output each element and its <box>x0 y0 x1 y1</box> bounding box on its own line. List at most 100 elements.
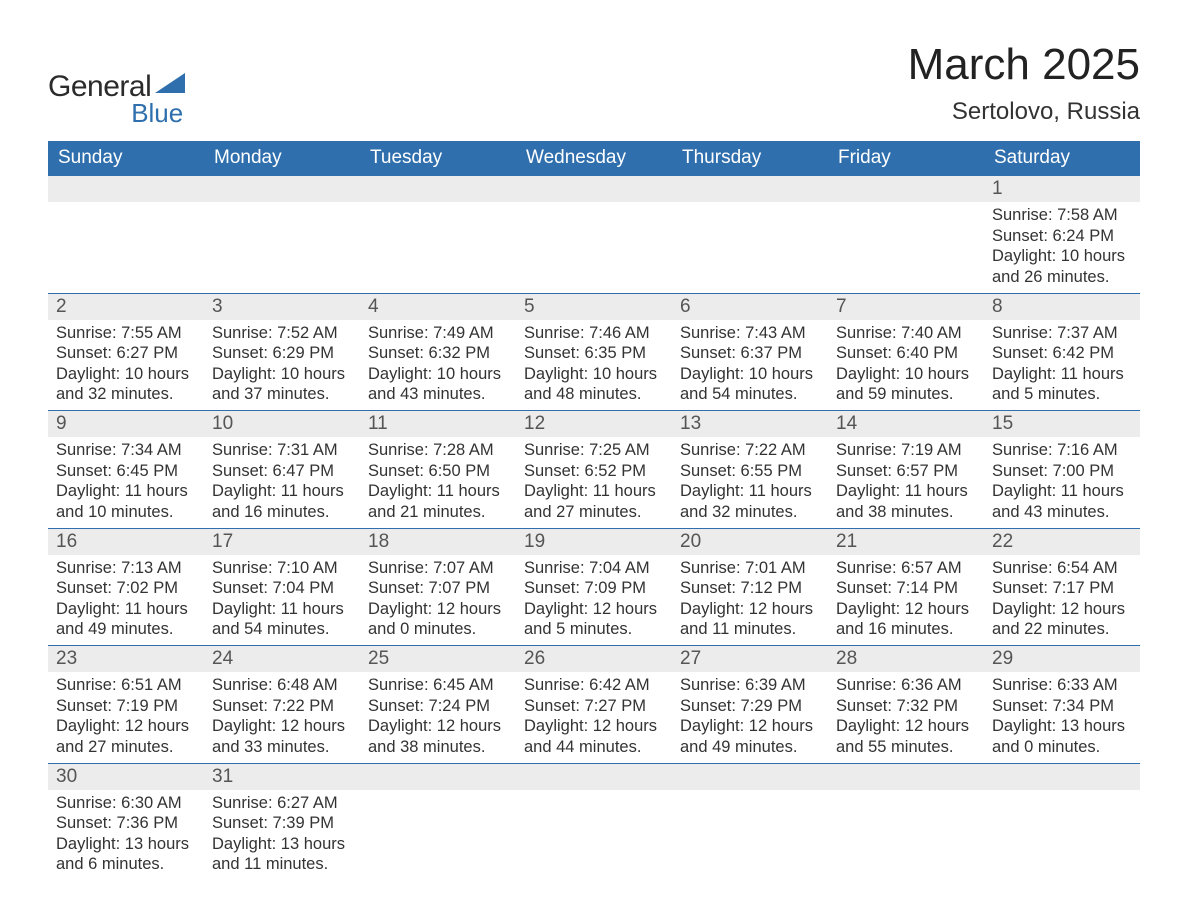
weekday-header: Thursday <box>672 141 828 176</box>
weekday-header: Tuesday <box>360 141 516 176</box>
sunset-line: Sunset: 7:36 PM <box>56 813 196 834</box>
weekday-header: Monday <box>204 141 360 176</box>
day-number-cell: 25 <box>360 646 516 673</box>
day-number-cell: 24 <box>204 646 360 673</box>
day-number-cell <box>48 176 204 203</box>
sunset-line: Sunset: 7:34 PM <box>992 696 1132 717</box>
daylight-line: Daylight: 12 hours and 11 minutes. <box>680 599 820 640</box>
day-detail-cell: Sunrise: 6:57 AMSunset: 7:14 PMDaylight:… <box>828 555 984 646</box>
weekday-header: Wednesday <box>516 141 672 176</box>
weekday-header: Friday <box>828 141 984 176</box>
daylight-line: Daylight: 11 hours and 27 minutes. <box>524 481 664 522</box>
day-number-cell <box>516 763 672 790</box>
daylight-line: Daylight: 11 hours and 5 minutes. <box>992 364 1132 405</box>
daylight-line: Daylight: 11 hours and 16 minutes. <box>212 481 352 522</box>
day-number-cell <box>360 176 516 203</box>
daylight-line: Daylight: 12 hours and 38 minutes. <box>368 716 508 757</box>
day-detail-cell: Sunrise: 7:37 AMSunset: 6:42 PMDaylight:… <box>984 320 1140 411</box>
day-number-cell: 3 <box>204 293 360 320</box>
daylight-line: Daylight: 10 hours and 37 minutes. <box>212 364 352 405</box>
daylight-line: Daylight: 12 hours and 5 minutes. <box>524 599 664 640</box>
day-number-cell: 27 <box>672 646 828 673</box>
detail-row: Sunrise: 7:58 AMSunset: 6:24 PMDaylight:… <box>48 202 1140 293</box>
sunrise-line: Sunrise: 7:34 AM <box>56 440 196 461</box>
sunset-line: Sunset: 6:37 PM <box>680 343 820 364</box>
daylight-line: Daylight: 11 hours and 32 minutes. <box>680 481 820 522</box>
sunset-line: Sunset: 7:27 PM <box>524 696 664 717</box>
sunset-line: Sunset: 7:00 PM <box>992 461 1132 482</box>
daylight-line: Daylight: 13 hours and 6 minutes. <box>56 834 196 875</box>
sunrise-line: Sunrise: 7:49 AM <box>368 323 508 344</box>
sunrise-line: Sunrise: 7:46 AM <box>524 323 664 344</box>
day-detail-cell: Sunrise: 6:39 AMSunset: 7:29 PMDaylight:… <box>672 672 828 763</box>
sunrise-line: Sunrise: 7:04 AM <box>524 558 664 579</box>
daylight-line: Daylight: 13 hours and 11 minutes. <box>212 834 352 875</box>
location-subtitle: Sertolovo, Russia <box>908 98 1140 126</box>
logo: General Blue <box>48 70 185 129</box>
sunset-line: Sunset: 7:17 PM <box>992 578 1132 599</box>
day-number-cell: 10 <box>204 411 360 438</box>
day-detail-cell: Sunrise: 7:04 AMSunset: 7:09 PMDaylight:… <box>516 555 672 646</box>
day-detail-cell <box>516 202 672 293</box>
sunrise-line: Sunrise: 6:33 AM <box>992 675 1132 696</box>
daynum-row: 9101112131415 <box>48 411 1140 438</box>
day-number-cell: 23 <box>48 646 204 673</box>
daylight-line: Daylight: 10 hours and 59 minutes. <box>836 364 976 405</box>
detail-row: Sunrise: 7:34 AMSunset: 6:45 PMDaylight:… <box>48 437 1140 528</box>
sunrise-line: Sunrise: 6:57 AM <box>836 558 976 579</box>
daylight-line: Daylight: 12 hours and 33 minutes. <box>212 716 352 757</box>
sunset-line: Sunset: 7:14 PM <box>836 578 976 599</box>
day-number-cell: 4 <box>360 293 516 320</box>
day-detail-cell <box>984 790 1140 881</box>
header-region: General Blue March 2025 Sertolovo, Russi… <box>48 40 1140 129</box>
sunrise-line: Sunrise: 6:27 AM <box>212 793 352 814</box>
daylight-line: Daylight: 12 hours and 22 minutes. <box>992 599 1132 640</box>
day-number-cell: 17 <box>204 528 360 555</box>
day-detail-cell: Sunrise: 7:58 AMSunset: 6:24 PMDaylight:… <box>984 202 1140 293</box>
day-detail-cell: Sunrise: 7:34 AMSunset: 6:45 PMDaylight:… <box>48 437 204 528</box>
daylight-line: Daylight: 11 hours and 10 minutes. <box>56 481 196 522</box>
sunset-line: Sunset: 7:02 PM <box>56 578 196 599</box>
day-detail-cell: Sunrise: 7:43 AMSunset: 6:37 PMDaylight:… <box>672 320 828 411</box>
day-detail-cell <box>516 790 672 881</box>
day-detail-cell: Sunrise: 7:19 AMSunset: 6:57 PMDaylight:… <box>828 437 984 528</box>
sunset-line: Sunset: 6:24 PM <box>992 226 1132 247</box>
daylight-line: Daylight: 12 hours and 16 minutes. <box>836 599 976 640</box>
sunrise-line: Sunrise: 6:36 AM <box>836 675 976 696</box>
sunset-line: Sunset: 6:40 PM <box>836 343 976 364</box>
daylight-line: Daylight: 11 hours and 38 minutes. <box>836 481 976 522</box>
day-detail-cell <box>828 202 984 293</box>
detail-row: Sunrise: 7:13 AMSunset: 7:02 PMDaylight:… <box>48 555 1140 646</box>
sunset-line: Sunset: 6:35 PM <box>524 343 664 364</box>
sunset-line: Sunset: 7:19 PM <box>56 696 196 717</box>
sunrise-line: Sunrise: 6:42 AM <box>524 675 664 696</box>
daylight-line: Daylight: 10 hours and 54 minutes. <box>680 364 820 405</box>
day-number-cell: 22 <box>984 528 1140 555</box>
day-number-cell: 28 <box>828 646 984 673</box>
daylight-line: Daylight: 12 hours and 55 minutes. <box>836 716 976 757</box>
day-number-cell <box>360 763 516 790</box>
sunset-line: Sunset: 6:45 PM <box>56 461 196 482</box>
day-number-cell: 30 <box>48 763 204 790</box>
sunrise-line: Sunrise: 7:40 AM <box>836 323 976 344</box>
sunset-line: Sunset: 7:24 PM <box>368 696 508 717</box>
detail-row: Sunrise: 7:55 AMSunset: 6:27 PMDaylight:… <box>48 320 1140 411</box>
daylight-line: Daylight: 10 hours and 48 minutes. <box>524 364 664 405</box>
day-number-cell: 9 <box>48 411 204 438</box>
day-number-cell <box>516 176 672 203</box>
day-detail-cell: Sunrise: 7:13 AMSunset: 7:02 PMDaylight:… <box>48 555 204 646</box>
sunset-line: Sunset: 6:42 PM <box>992 343 1132 364</box>
day-detail-cell: Sunrise: 6:33 AMSunset: 7:34 PMDaylight:… <box>984 672 1140 763</box>
sunrise-line: Sunrise: 7:37 AM <box>992 323 1132 344</box>
daylight-line: Daylight: 12 hours and 27 minutes. <box>56 716 196 757</box>
daynum-row: 3031 <box>48 763 1140 790</box>
daylight-line: Daylight: 11 hours and 21 minutes. <box>368 481 508 522</box>
sunrise-line: Sunrise: 7:22 AM <box>680 440 820 461</box>
day-number-cell <box>984 763 1140 790</box>
day-detail-cell <box>828 790 984 881</box>
day-detail-cell: Sunrise: 7:16 AMSunset: 7:00 PMDaylight:… <box>984 437 1140 528</box>
sunset-line: Sunset: 7:32 PM <box>836 696 976 717</box>
day-number-cell: 26 <box>516 646 672 673</box>
day-number-cell: 5 <box>516 293 672 320</box>
daylight-line: Daylight: 11 hours and 54 minutes. <box>212 599 352 640</box>
